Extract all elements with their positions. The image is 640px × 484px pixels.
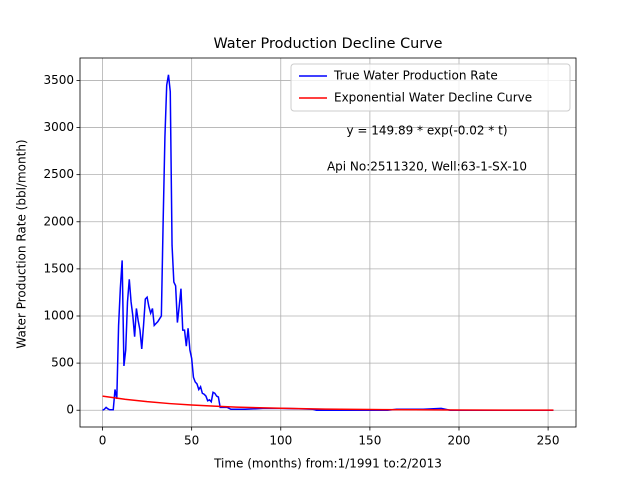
x-axis-label: Time (months) from:1/1991 to:2/2013 [213,457,442,471]
y-tick-label: 2500 [43,167,74,181]
x-tick-label: 100 [269,434,292,448]
x-tick-label: 200 [448,434,471,448]
y-axis-label: Water Production Rate (bbl/month) [15,139,29,348]
legend-box [290,63,571,112]
y-tick-label: 500 [51,356,74,370]
chart-title: Water Production Decline Curve [213,36,442,52]
y-tick-label: 0 [66,403,74,417]
plot-frame [79,57,577,428]
y-tick-label: 1000 [43,308,74,322]
y-tick-label: 3000 [43,120,74,134]
legend-label: Exponential Water Decline Curve [334,91,532,105]
annotation: Api No:2511320, Well:63-1-SX-10 [327,160,527,174]
y-tick-label: 3500 [43,73,74,87]
x-tick-label: 0 [99,434,107,448]
y-tick-label: 1500 [43,261,74,275]
x-tick-label: 250 [537,434,560,448]
legend-label: True Water Production Rate [333,69,498,83]
annotation: y = 149.89 * exp(-0.02 * t) [346,124,507,138]
line [102,74,554,411]
x-tick-label: 50 [184,434,199,448]
y-tick-label: 2000 [43,214,74,228]
line [102,395,554,411]
x-tick-label: 150 [358,434,381,448]
